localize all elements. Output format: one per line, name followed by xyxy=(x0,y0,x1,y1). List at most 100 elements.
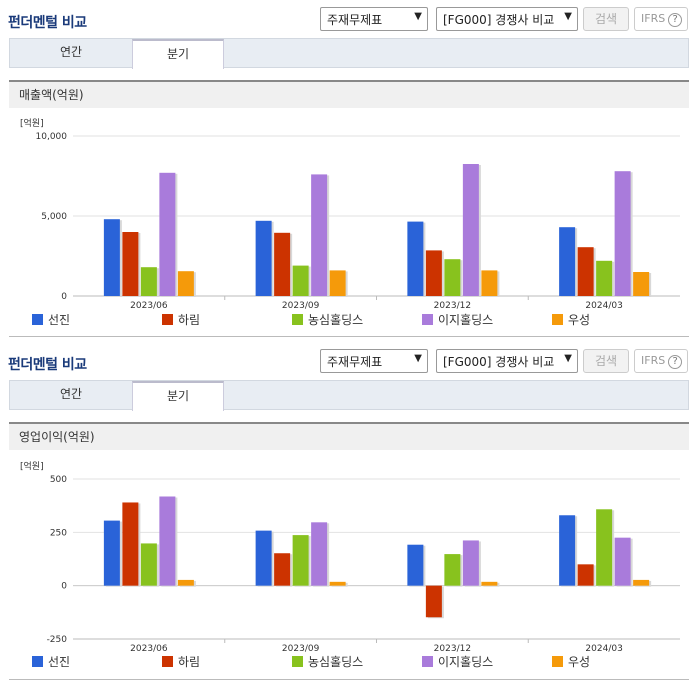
bar[interactable] xyxy=(159,496,176,586)
bar[interactable] xyxy=(255,530,272,586)
bar[interactable] xyxy=(311,522,328,586)
comparison-group-value: [FG000] 경쟁사 비교 xyxy=(443,355,555,369)
statement-type-value: 주재무제표 xyxy=(327,13,383,27)
bar[interactable] xyxy=(255,220,272,296)
fundamental-section-2: 펀더멘털 비교 주재무제표 ▼ [FG000] 경쟁사 비교 ▼ 검색 IFRS? … xyxy=(0,342,696,684)
legend-label: 농심홀딩스 xyxy=(308,313,364,327)
bar[interactable] xyxy=(274,232,291,296)
bar[interactable] xyxy=(577,564,594,586)
bar[interactable] xyxy=(444,259,461,296)
search-button[interactable]: 검색 xyxy=(583,349,629,373)
bar[interactable] xyxy=(122,232,139,296)
legend-item[interactable]: 이지홀딩스 xyxy=(422,312,493,328)
x-tick-label: 2023/06 xyxy=(130,644,168,652)
y-tick-label: -250 xyxy=(47,635,68,645)
operating-profit-chart: [억원] -250 0 250 500 2023/06 2023/09 2023/12 2024… xyxy=(20,460,680,652)
tab-quarterly[interactable]: 분기 xyxy=(132,381,224,411)
x-tick-label: 2023/06 xyxy=(130,301,168,310)
divider xyxy=(9,679,689,680)
legend-item[interactable]: 선진 xyxy=(32,654,70,670)
bar[interactable] xyxy=(122,502,139,586)
tab-annual[interactable]: 연간 xyxy=(59,45,83,59)
bar[interactable] xyxy=(481,581,498,586)
bar[interactable] xyxy=(559,515,576,586)
bar[interactable] xyxy=(577,247,594,296)
bar[interactable] xyxy=(425,585,442,618)
legend-item[interactable]: 선진 xyxy=(32,312,70,328)
legend-item[interactable]: 하림 xyxy=(162,654,200,670)
x-tick-label: 2023/12 xyxy=(434,644,471,652)
chevron-down-icon: ▼ xyxy=(414,11,422,22)
bar[interactable] xyxy=(274,553,291,586)
tab-annual[interactable]: 연간 xyxy=(59,387,83,401)
unit-label: [억원] xyxy=(20,460,44,472)
help-icon: ? xyxy=(668,355,683,369)
bar[interactable] xyxy=(292,535,309,586)
legend-item[interactable]: 농심홀딩스 xyxy=(292,654,363,670)
ifrs-button[interactable]: IFRS? xyxy=(634,349,688,373)
x-tick-label: 2024/03 xyxy=(585,644,622,652)
bar[interactable] xyxy=(103,219,120,296)
bar[interactable] xyxy=(329,581,346,586)
help-icon: ? xyxy=(668,13,683,27)
bar[interactable] xyxy=(140,543,157,586)
bar[interactable] xyxy=(159,172,176,296)
legend-item[interactable]: 우성 xyxy=(552,312,590,328)
statement-type-value: 주재무제표 xyxy=(327,355,383,369)
operating-profit-legend: 선진 하림 농심홀딩스 이지홀딩스 우성 xyxy=(0,654,696,672)
bar[interactable] xyxy=(292,265,309,296)
legend-item[interactable]: 우성 xyxy=(552,654,590,670)
y-tick-label: 10,000 xyxy=(36,132,68,142)
legend-label: 이지홀딩스 xyxy=(438,313,494,327)
legend-item[interactable]: 하림 xyxy=(162,312,200,328)
legend-swatch xyxy=(552,656,563,667)
y-tick-label: 250 xyxy=(50,528,67,538)
y-tick-label: 0 xyxy=(61,582,67,592)
legend-item[interactable]: 이지홀딩스 xyxy=(422,654,493,670)
bar[interactable] xyxy=(311,174,328,296)
bar[interactable] xyxy=(614,537,631,586)
bar[interactable] xyxy=(177,579,194,586)
bar[interactable] xyxy=(596,260,613,296)
bar[interactable] xyxy=(407,544,424,586)
legend-swatch xyxy=(422,656,433,667)
tab-quarterly[interactable]: 분기 xyxy=(132,39,224,69)
chevron-down-icon: ▼ xyxy=(414,353,422,364)
ifrs-label: IFRS xyxy=(641,354,666,367)
legend-item[interactable]: 농심홀딩스 xyxy=(292,312,363,328)
ifrs-button[interactable]: IFRS? xyxy=(634,7,688,31)
bar[interactable] xyxy=(596,509,613,586)
legend-swatch xyxy=(552,314,563,325)
legend-label: 우성 xyxy=(568,655,591,669)
comparison-group-select[interactable]: [FG000] 경쟁사 비교 ▼ xyxy=(436,349,578,373)
legend-label: 이지홀딩스 xyxy=(438,655,494,669)
metric-label: 매출액(억원) xyxy=(9,80,689,108)
y-tick-label: 0 xyxy=(61,292,67,302)
comparison-group-select[interactable]: [FG000] 경쟁사 비교 ▼ xyxy=(436,7,578,31)
bar[interactable] xyxy=(103,520,120,586)
bar[interactable] xyxy=(462,540,479,586)
legend-swatch xyxy=(292,314,303,325)
comparison-group-value: [FG000] 경쟁사 비교 xyxy=(443,13,555,27)
bar[interactable] xyxy=(559,227,576,296)
y-tick-label: 500 xyxy=(50,475,67,485)
statement-type-select[interactable]: 주재무제표 ▼ xyxy=(320,7,428,31)
ifrs-label: IFRS xyxy=(641,12,666,25)
search-button[interactable]: 검색 xyxy=(583,7,629,31)
bar[interactable] xyxy=(329,270,346,296)
x-tick-label: 2024/03 xyxy=(585,301,622,310)
bar[interactable] xyxy=(140,267,157,296)
divider xyxy=(9,336,689,337)
bar[interactable] xyxy=(425,250,442,296)
bar[interactable] xyxy=(407,221,424,296)
bar[interactable] xyxy=(481,270,498,296)
bar[interactable] xyxy=(177,271,194,296)
bar[interactable] xyxy=(633,272,650,296)
x-tick-label: 2023/12 xyxy=(434,301,471,310)
bar[interactable] xyxy=(633,579,650,586)
bar[interactable] xyxy=(462,164,479,296)
x-tick-label: 2023/09 xyxy=(282,644,320,652)
statement-type-select[interactable]: 주재무제표 ▼ xyxy=(320,349,428,373)
bar[interactable] xyxy=(444,554,461,586)
bar[interactable] xyxy=(614,171,631,296)
